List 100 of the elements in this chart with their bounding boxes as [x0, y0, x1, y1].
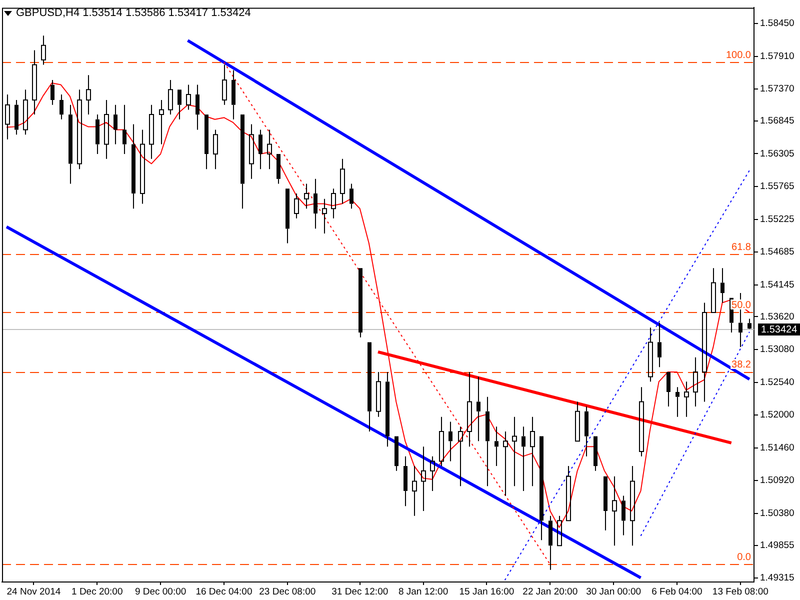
candlestick [322, 198, 327, 234]
candlestick [666, 372, 670, 408]
candlestick [276, 154, 280, 184]
candlestick [676, 386, 680, 418]
candlestick [14, 99, 18, 136]
candlestick [404, 456, 408, 507]
candlestick [448, 421, 452, 462]
y-tick-label: 1.49855 [760, 540, 794, 551]
candlestick [540, 436, 544, 541]
y-tick-label: 1.55225 [760, 214, 794, 225]
candlestick [213, 129, 218, 170]
candlestick [159, 99, 164, 145]
candlestick [486, 396, 490, 487]
candlestick [294, 192, 299, 219]
chart-title: GBPUSD,H4 1.53514 1.53586 1.53417 1.53424 [16, 7, 251, 19]
ref-line-label: 1.53424 [761, 324, 798, 336]
candlestick [267, 129, 272, 170]
candlestick [421, 446, 426, 512]
candlestick [458, 426, 463, 487]
x-tick-label: 9 Dec 00:00 [134, 586, 186, 598]
y-tick-label: 1.58450 [760, 18, 794, 30]
annotation: 0.0 [737, 552, 752, 564]
candlestick [503, 430, 508, 496]
x-tick-label: 8 Jan 12:00 [398, 586, 448, 598]
candlestick [232, 70, 236, 120]
candlestick [548, 515, 552, 570]
candlestick [412, 466, 417, 516]
x-tick-label: 23 Dec 08:00 [259, 586, 316, 598]
candlestick [604, 476, 608, 531]
candlestick [386, 371, 390, 448]
annotation: 38.2 [732, 360, 752, 371]
y-tick-label: 1.52000 [760, 410, 794, 421]
candlestick [114, 104, 118, 145]
y-tick-label: 1.51460 [760, 442, 794, 454]
x-tick-label: 6 Feb 04:00 [652, 586, 702, 598]
x-tick-label: 24 Nov 2014 [6, 586, 61, 598]
candlestick [178, 90, 182, 120]
annotation: 61.8 [732, 242, 752, 253]
candlestick [658, 322, 662, 368]
candlestick [140, 129, 145, 204]
candlestick [168, 79, 173, 116]
candlestick [240, 114, 244, 210]
x-tick-label: 16 Dec 04:00 [196, 586, 252, 598]
candlestick [32, 50, 37, 116]
candlestick [693, 356, 698, 408]
candlestick [566, 466, 571, 522]
candlestick [5, 94, 10, 140]
y-tick-label: 1.54145 [760, 279, 794, 290]
x-tick-label: 15 Jan 16:00 [459, 586, 514, 598]
candlestick [648, 327, 653, 382]
candlestick [149, 104, 154, 160]
candlestick [104, 99, 109, 160]
candlestick [630, 466, 635, 546]
x-tick-label: 22 Jan 20:00 [522, 586, 578, 598]
candlestick [222, 64, 227, 106]
x-tick-label: 13 Feb 08:00 [712, 586, 768, 598]
x-tick-label: 1 Dec 20:00 [72, 586, 123, 598]
candlestick [439, 416, 444, 467]
candlestick [720, 268, 724, 304]
candlestick [702, 302, 707, 402]
candlestick [368, 342, 372, 432]
x-tick-label: 30 Jan 00:00 [586, 586, 642, 598]
y-tick-label: 1.50920 [760, 475, 794, 486]
candlestick [122, 104, 126, 155]
candlestick [430, 456, 435, 492]
candlestick [132, 124, 136, 210]
candlestick [376, 371, 381, 418]
candlestick [494, 426, 498, 467]
y-tick-label: 1.57910 [760, 50, 794, 62]
candlestick [41, 35, 46, 66]
candlestick [186, 84, 191, 110]
y-tick-label: 1.49315 [760, 572, 794, 584]
candlestick [331, 188, 336, 219]
candlestick [622, 495, 626, 536]
x-tick-label: 31 Dec 12:00 [332, 586, 388, 598]
candlestick [612, 476, 617, 546]
candlestick [23, 89, 28, 136]
y-tick-label: 1.56845 [760, 116, 794, 127]
candlestick [304, 183, 309, 210]
candlestick [639, 386, 644, 457]
candlestick [60, 94, 64, 120]
y-tick-label: 1.50380 [760, 508, 794, 520]
candlestick [530, 416, 535, 487]
candlestick [96, 114, 100, 155]
candlestick [575, 401, 580, 442]
candlestick [394, 436, 398, 472]
candlestick [286, 188, 290, 244]
candlestick [86, 74, 91, 116]
candlestick [684, 381, 689, 418]
candlestick [196, 84, 200, 130]
candlestick [68, 104, 72, 184]
candlestick [358, 268, 362, 338]
candlestick [476, 376, 480, 442]
candlestick [711, 268, 716, 313]
candlestick [314, 178, 318, 230]
y-tick-label: 1.53620 [760, 311, 794, 322]
y-tick-label: 1.53080 [760, 344, 794, 356]
candlestick [204, 114, 208, 170]
candlestick [340, 158, 345, 204]
y-tick-label: 1.54685 [760, 246, 794, 258]
